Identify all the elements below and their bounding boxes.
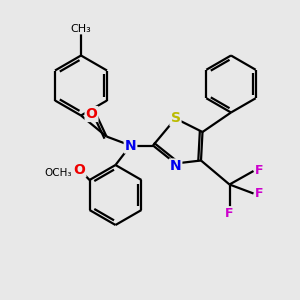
Text: CH₃: CH₃ xyxy=(70,23,92,34)
Text: F: F xyxy=(255,187,264,200)
Text: N: N xyxy=(125,139,136,152)
Text: F: F xyxy=(225,207,234,220)
Text: F: F xyxy=(255,164,264,178)
Text: S: S xyxy=(170,112,181,125)
Text: OCH₃: OCH₃ xyxy=(45,167,72,178)
Text: O: O xyxy=(85,107,98,121)
Text: O: O xyxy=(74,163,86,176)
Text: N: N xyxy=(170,160,181,173)
